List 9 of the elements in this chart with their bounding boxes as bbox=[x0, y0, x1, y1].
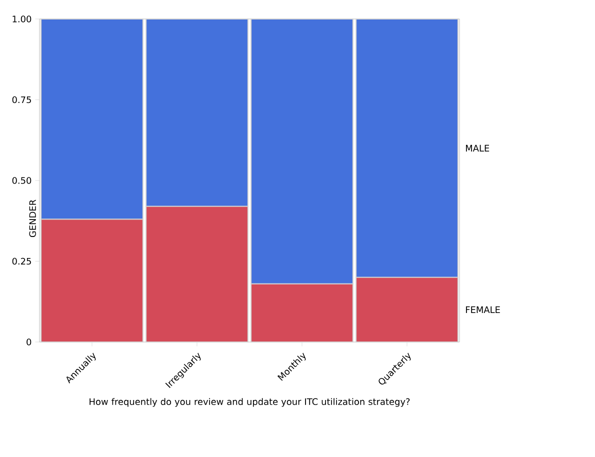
series-label: FEMALE bbox=[466, 306, 500, 313]
x-axis-title: How frequently do you review and update your ITC utilization strategy? bbox=[90, 398, 410, 407]
y-tick-label: 0.50 bbox=[12, 177, 32, 184]
y-tick-label: 0.25 bbox=[12, 258, 31, 265]
series-label: MALE bbox=[466, 144, 490, 152]
y-tick-label: 0 bbox=[26, 338, 32, 346]
y-tick-label: 1.00 bbox=[12, 16, 32, 22]
y-tick-label: 0.75 bbox=[12, 96, 31, 104]
y-axis-title: GENDER bbox=[29, 200, 36, 238]
